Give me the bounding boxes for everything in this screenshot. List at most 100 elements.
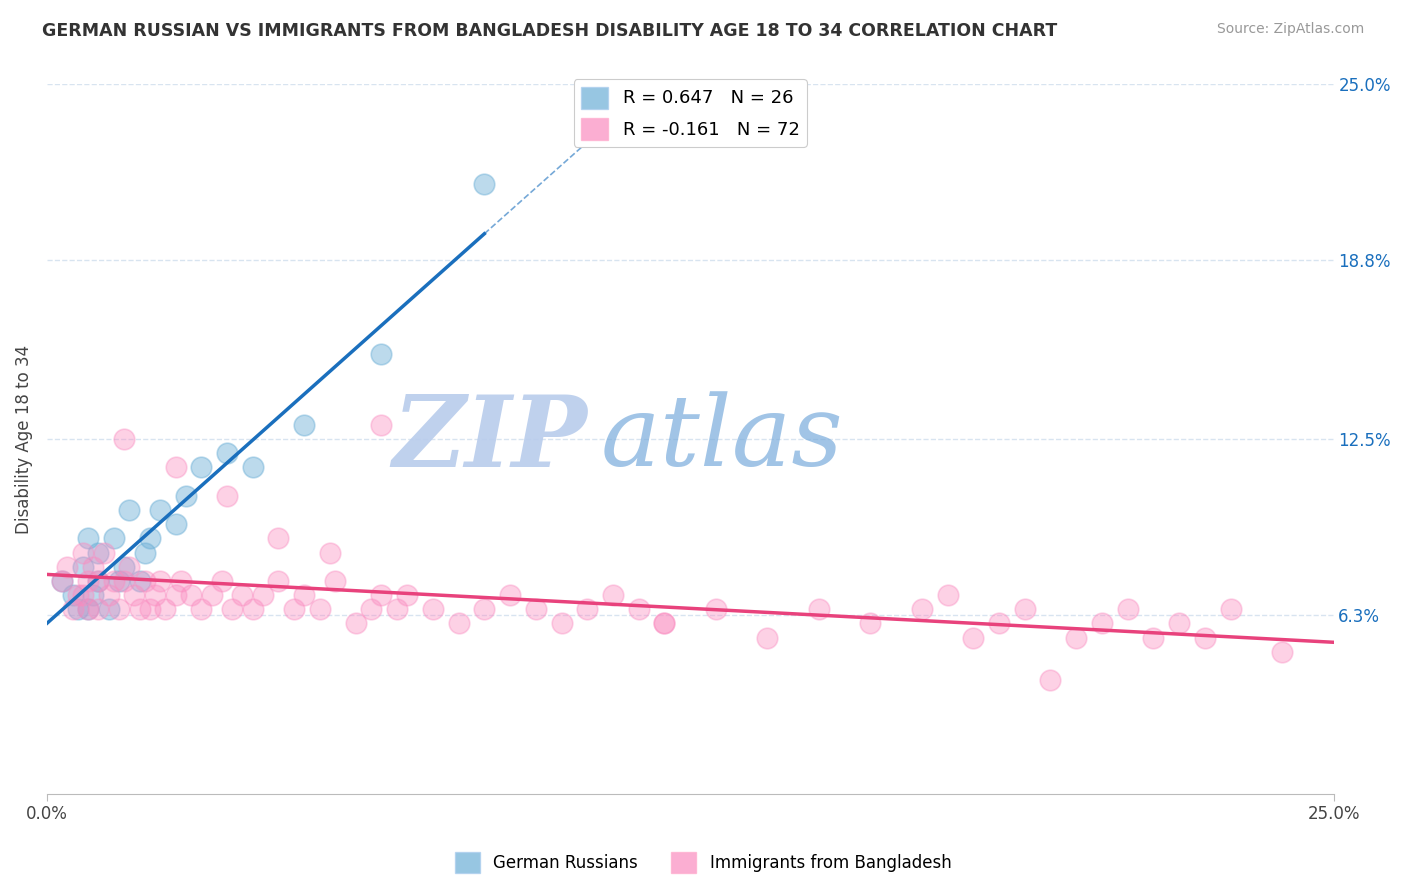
Point xyxy=(77,574,100,588)
Point xyxy=(139,602,162,616)
Point xyxy=(370,347,392,361)
Point xyxy=(1014,602,1036,616)
Point xyxy=(221,602,243,616)
Text: ZIP: ZIP xyxy=(392,391,588,487)
Point xyxy=(1039,673,1062,688)
Point xyxy=(112,559,135,574)
Text: atlas: atlas xyxy=(600,392,842,487)
Point xyxy=(174,489,197,503)
Point xyxy=(87,574,110,588)
Point xyxy=(124,588,146,602)
Point xyxy=(165,517,187,532)
Point xyxy=(988,616,1011,631)
Point xyxy=(370,588,392,602)
Point xyxy=(602,588,624,602)
Point xyxy=(200,588,222,602)
Point xyxy=(1194,631,1216,645)
Point xyxy=(1064,631,1087,645)
Point xyxy=(242,602,264,616)
Point xyxy=(72,588,94,602)
Point xyxy=(72,559,94,574)
Point xyxy=(859,616,882,631)
Point xyxy=(936,588,959,602)
Point xyxy=(51,574,73,588)
Point xyxy=(1271,645,1294,659)
Point xyxy=(170,574,193,588)
Point xyxy=(499,588,522,602)
Point xyxy=(283,602,305,616)
Point xyxy=(66,602,89,616)
Point xyxy=(143,588,166,602)
Point xyxy=(103,574,125,588)
Point xyxy=(149,503,172,517)
Point xyxy=(267,574,290,588)
Point xyxy=(654,616,676,631)
Point xyxy=(807,602,830,616)
Point xyxy=(134,545,156,559)
Point xyxy=(66,588,89,602)
Point xyxy=(1142,631,1164,645)
Point xyxy=(323,574,346,588)
Point xyxy=(231,588,253,602)
Point xyxy=(370,417,392,432)
Point xyxy=(77,602,100,616)
Point xyxy=(139,532,162,546)
Point xyxy=(51,574,73,588)
Point xyxy=(1116,602,1139,616)
Point xyxy=(252,588,274,602)
Point xyxy=(112,432,135,446)
Point xyxy=(472,602,495,616)
Point xyxy=(215,489,238,503)
Point xyxy=(447,616,470,631)
Point xyxy=(62,602,84,616)
Point xyxy=(118,559,141,574)
Point xyxy=(93,545,115,559)
Point xyxy=(72,545,94,559)
Point xyxy=(422,602,444,616)
Legend: R = 0.647   N = 26, R = -0.161   N = 72: R = 0.647 N = 26, R = -0.161 N = 72 xyxy=(574,79,807,147)
Point xyxy=(911,602,934,616)
Point xyxy=(87,602,110,616)
Point xyxy=(103,532,125,546)
Point xyxy=(134,574,156,588)
Point xyxy=(77,602,100,616)
Point xyxy=(472,177,495,191)
Y-axis label: Disability Age 18 to 34: Disability Age 18 to 34 xyxy=(15,344,32,533)
Point xyxy=(87,545,110,559)
Text: Source: ZipAtlas.com: Source: ZipAtlas.com xyxy=(1216,22,1364,37)
Point xyxy=(550,616,572,631)
Point xyxy=(97,602,120,616)
Point xyxy=(190,460,212,475)
Point xyxy=(112,574,135,588)
Point xyxy=(215,446,238,460)
Point xyxy=(962,631,984,645)
Text: GERMAN RUSSIAN VS IMMIGRANTS FROM BANGLADESH DISABILITY AGE 18 TO 34 CORRELATION: GERMAN RUSSIAN VS IMMIGRANTS FROM BANGLA… xyxy=(42,22,1057,40)
Point xyxy=(396,588,419,602)
Point xyxy=(108,602,131,616)
Point xyxy=(149,574,172,588)
Point xyxy=(627,602,650,616)
Legend: German Russians, Immigrants from Bangladesh: German Russians, Immigrants from Banglad… xyxy=(449,846,957,880)
Point xyxy=(77,532,100,546)
Point xyxy=(292,417,315,432)
Point xyxy=(180,588,202,602)
Point xyxy=(1168,616,1191,631)
Point xyxy=(319,545,342,559)
Point xyxy=(128,602,150,616)
Point xyxy=(155,602,177,616)
Point xyxy=(524,602,547,616)
Point xyxy=(267,532,290,546)
Point xyxy=(576,602,599,616)
Point xyxy=(56,559,79,574)
Point xyxy=(128,574,150,588)
Point xyxy=(87,574,110,588)
Point xyxy=(360,602,382,616)
Point xyxy=(165,588,187,602)
Point xyxy=(1091,616,1114,631)
Point xyxy=(82,588,104,602)
Point xyxy=(756,631,779,645)
Point xyxy=(242,460,264,475)
Point xyxy=(211,574,233,588)
Point xyxy=(62,588,84,602)
Point xyxy=(292,588,315,602)
